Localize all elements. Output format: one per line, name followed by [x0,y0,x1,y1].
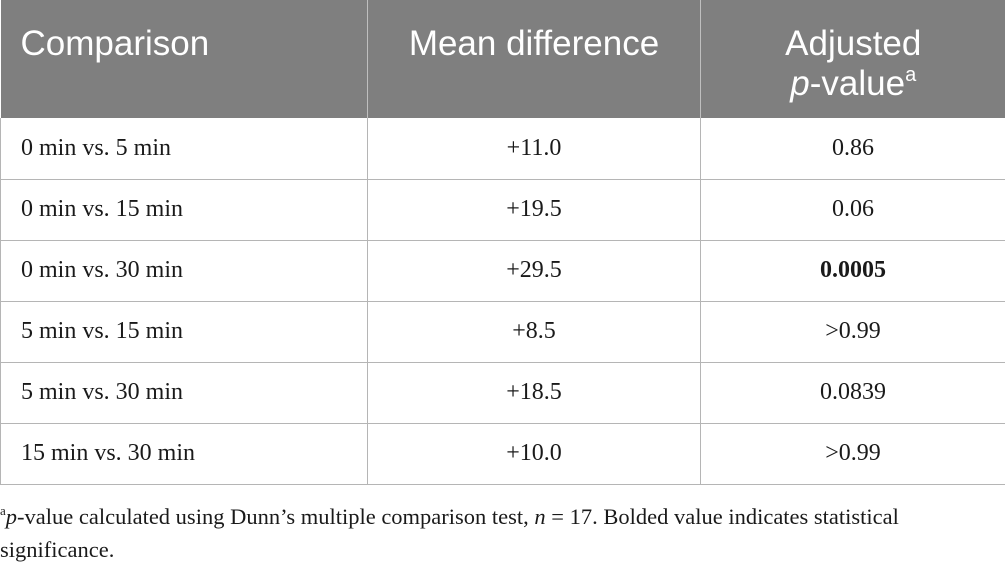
footnote-text-part2: = 17. Bolded value indicates statistical… [0,504,899,562]
table-footnote: ap-value calculated using Dunn’s multipl… [0,500,1000,566]
table-row: 0 min vs. 30 min +29.5 0.0005 [0,240,1005,302]
cell-mean-difference: +19.5 [367,179,701,241]
cell-mean-difference: +18.5 [367,362,701,424]
table-row: 0 min vs. 5 min +11.0 0.86 [0,118,1005,180]
cell-mean-difference: +11.0 [367,118,701,180]
results-table-container: Comparison Mean difference Adjusted p-va… [0,0,1005,485]
header-p-letter: p [790,64,810,103]
footnote-text-part1: -value calculated using Dunn’s multiple … [17,504,535,529]
cell-comparison: 15 min vs. 30 min [0,423,368,485]
header-value-suffix: -value [809,64,906,103]
cell-p-value: >0.99 [700,301,1005,363]
header-adjusted-p-value: Adjusted p-valuea [700,0,1005,118]
comparison-table: Comparison Mean difference Adjusted p-va… [0,0,1005,485]
cell-comparison: 5 min vs. 30 min [0,362,368,424]
header-superscript: a [905,64,917,86]
cell-comparison: 5 min vs. 15 min [0,301,368,363]
cell-p-value-significant: 0.0005 [700,240,1005,302]
footnote-n-letter: n [534,504,546,529]
cell-p-value: 0.86 [700,118,1005,180]
header-adjusted-label: Adjusted [785,24,922,63]
cell-mean-difference: +29.5 [367,240,701,302]
header-comparison: Comparison [0,0,368,118]
table-row: 5 min vs. 30 min +18.5 0.0839 [0,362,1005,424]
cell-comparison: 0 min vs. 15 min [0,179,368,241]
cell-p-value: 0.06 [700,179,1005,241]
cell-p-value: 0.0839 [700,362,1005,424]
cell-mean-difference: +8.5 [367,301,701,363]
cell-comparison: 0 min vs. 5 min [0,118,368,180]
table-header: Comparison Mean difference Adjusted p-va… [0,0,1005,118]
cell-comparison: 0 min vs. 30 min [0,240,368,302]
table-row: 15 min vs. 30 min +10.0 >0.99 [0,423,1005,485]
table-body: 0 min vs. 5 min +11.0 0.86 0 min vs. 15 … [0,118,1005,485]
cell-mean-difference: +10.0 [367,423,701,485]
footnote-marker: a [0,503,6,518]
table-row: 0 min vs. 15 min +19.5 0.06 [0,179,1005,241]
footnote-p-letter: p [5,504,18,529]
header-mean-difference: Mean difference [367,0,701,118]
header-row: Comparison Mean difference Adjusted p-va… [0,0,1005,118]
table-row: 5 min vs. 15 min +8.5 >0.99 [0,301,1005,363]
cell-p-value: >0.99 [700,423,1005,485]
